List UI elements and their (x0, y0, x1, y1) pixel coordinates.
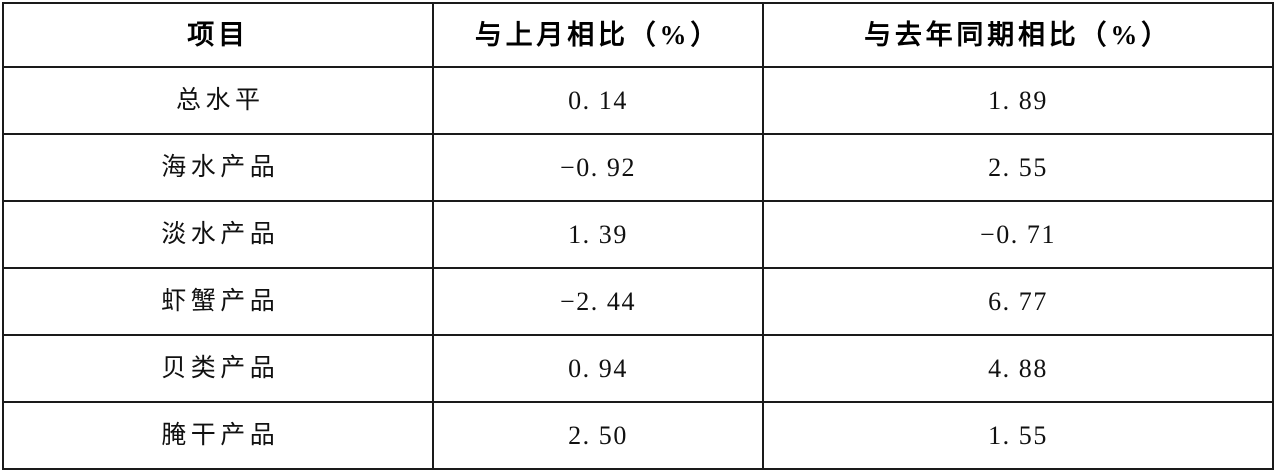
table-row: 总水平 0. 14 1. 89 (2, 66, 1274, 135)
cell-month-over-month: −0. 92 (432, 133, 764, 202)
cell-year-over-year: 2. 55 (762, 133, 1274, 202)
row-label: 总水平 (2, 66, 434, 135)
cell-month-over-month: 0. 94 (432, 334, 764, 403)
cell-year-over-year: −0. 71 (762, 200, 1274, 269)
cell-year-over-year: 1. 55 (762, 401, 1274, 470)
row-label: 贝类产品 (2, 334, 434, 403)
cell-year-over-year: 6. 77 (762, 267, 1274, 336)
column-header-item: 项目 (2, 2, 434, 68)
table-row: 淡水产品 1. 39 −0. 71 (2, 200, 1274, 269)
row-label: 虾蟹产品 (2, 267, 434, 336)
row-label: 海水产品 (2, 133, 434, 202)
cell-month-over-month: 0. 14 (432, 66, 764, 135)
column-header-year-over-year: 与去年同期相比（%） (762, 2, 1274, 68)
cell-year-over-year: 1. 89 (762, 66, 1274, 135)
table-row: 腌干产品 2. 50 1. 55 (2, 401, 1274, 470)
table-body: 总水平 0. 14 1. 89 海水产品 −0. 92 2. 55 淡水产品 1… (2, 66, 1274, 470)
table-row: 贝类产品 0. 94 4. 88 (2, 334, 1274, 403)
row-label: 淡水产品 (2, 200, 434, 269)
cell-year-over-year: 4. 88 (762, 334, 1274, 403)
cell-month-over-month: −2. 44 (432, 267, 764, 336)
row-label: 腌干产品 (2, 401, 434, 470)
column-header-month-over-month: 与上月相比（%） (432, 2, 764, 68)
table-header: 项目 与上月相比（%） 与去年同期相比（%） (2, 2, 1274, 68)
cell-month-over-month: 1. 39 (432, 200, 764, 269)
table-row: 海水产品 −0. 92 2. 55 (2, 133, 1274, 202)
table-header-row: 项目 与上月相比（%） 与去年同期相比（%） (2, 2, 1274, 68)
table-row: 虾蟹产品 −2. 44 6. 77 (2, 267, 1274, 336)
cell-month-over-month: 2. 50 (432, 401, 764, 470)
